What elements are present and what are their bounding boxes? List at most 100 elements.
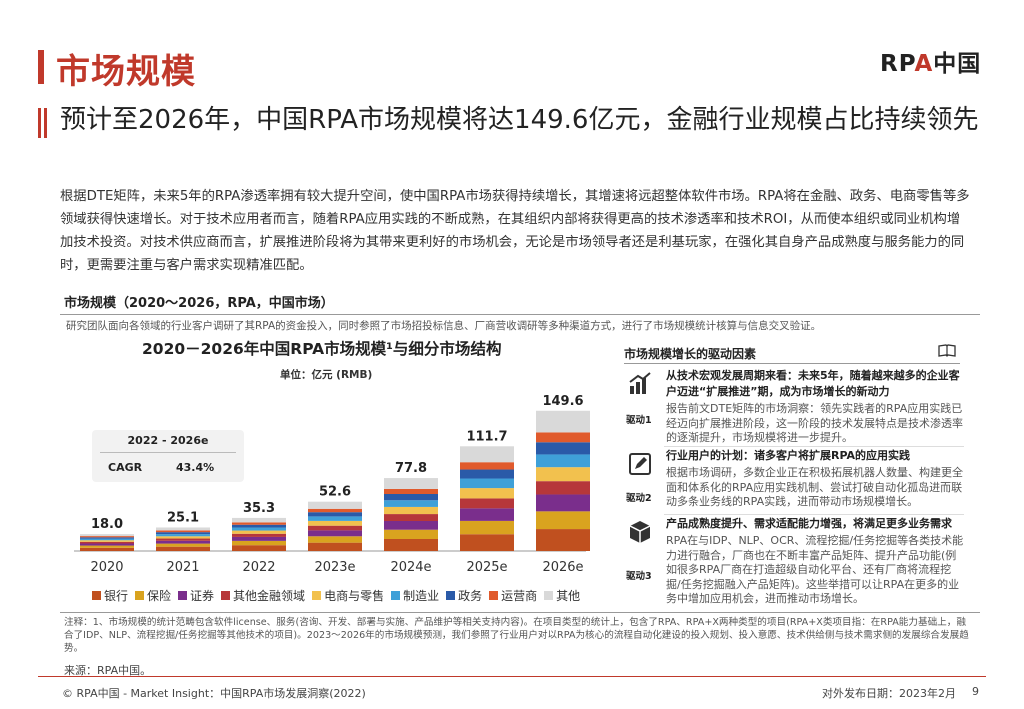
total-label-2023e: 52.6 [319, 485, 351, 500]
bar-segment-2020-3 [80, 541, 134, 544]
bar-segment-2021-1 [156, 543, 210, 547]
legend-label: 其他金融领域 [233, 589, 306, 603]
notes: 注释：1、市场规模的统计范畴包含软件license、服务(咨询、开发、部署与实施… [64, 617, 969, 654]
bar-segment-2025e-0 [460, 534, 514, 551]
driver-label: 驱动1 [626, 415, 652, 426]
driver-title: 行业用户的计划：诸多客户将扩展RPA的应用实践 [666, 449, 911, 462]
x-tick-2023e: 2023e [314, 560, 355, 575]
rpa-china-logo: RPA中国 [880, 44, 981, 78]
bar-segment-2025e-3 [460, 498, 514, 509]
legend-swatch [446, 591, 456, 600]
bar-segment-2022-5 [232, 527, 286, 531]
bar-segment-2023e-1 [308, 536, 362, 543]
notes-divider [60, 612, 980, 613]
market-size-chart: 18.0 2020 25.1 2021 35.3 2022 52.6 2023e 77.8 202… [74, 394, 590, 575]
bar-segment-2024e-3 [384, 514, 438, 521]
total-label-2024e: 77.8 [395, 461, 427, 476]
driver-separator [664, 446, 964, 447]
bar-segment-2024e-6 [384, 494, 438, 501]
bar-segment-2022-0 [232, 545, 286, 551]
bar-segment-2024e-4 [384, 506, 438, 515]
legend-item: 保险 [135, 587, 171, 604]
cagr-period: 2022 - 2026e [127, 434, 209, 447]
cagr-label: CAGR [108, 461, 143, 474]
bar-segment-2021-4 [156, 536, 210, 539]
legend-item: 政务 [446, 587, 482, 604]
total-label-2026e: 149.6 [542, 394, 583, 409]
drivers-divider [624, 363, 960, 364]
cagr-value: 43.4% [176, 461, 215, 474]
driver-body: 根据市场调研，多数企业正在积极拓展机器人数量、构建更全面和体系化的RPA应用实践… [666, 466, 963, 508]
bar-segment-2021-2 [156, 540, 210, 544]
total-label-2021: 25.1 [167, 510, 199, 525]
driver-label: 驱动3 [626, 571, 652, 582]
bar-segment-2022-7 [232, 522, 286, 525]
legend-item: 银行 [92, 587, 128, 604]
total-label-2020: 18.0 [91, 517, 123, 532]
total-label-2025e: 111.7 [466, 429, 507, 444]
chart-legend: 银行 保险 证券 其他金融领域 电商与零售 制造业 政务 运营商 其他 [92, 587, 580, 604]
bar-segment-2024e-1 [384, 529, 438, 539]
bar-segment-2026e-1 [536, 511, 590, 530]
pencil-icon [629, 453, 651, 475]
bar-segment-2026e-0 [536, 529, 590, 551]
bar-segment-2020-7 [80, 536, 134, 538]
page-title: 市场规模 [56, 52, 196, 92]
bar-segment-2021-3 [156, 538, 210, 541]
bar-segment-2025e-7 [460, 462, 514, 470]
bar-segment-2026e-5 [536, 454, 590, 468]
bar-segment-2020-6 [80, 537, 134, 539]
x-tick-2022: 2022 [242, 560, 275, 575]
drivers-heading: 市场规模增长的驱动因素 [624, 347, 757, 361]
bar-segment-2026e-4 [536, 467, 590, 482]
intro-paragraph: 根据DTE矩阵，未来5年的RPA渗透率拥有较大提升空间，使中国RPA市场获得持续… [60, 189, 970, 273]
x-tick-2020: 2020 [90, 560, 123, 575]
bar-segment-2026e-3 [536, 481, 590, 495]
logo-prefix: RP [880, 51, 915, 77]
bar-segment-2026e-6 [536, 442, 590, 455]
title-accent-bar [38, 50, 44, 84]
legend-label: 运营商 [501, 589, 538, 603]
bar-segment-2022-6 [232, 524, 286, 528]
bar-segment-2020-4 [80, 540, 134, 542]
x-tick-2021: 2021 [166, 560, 199, 575]
bar-segment-2020-8 [80, 534, 134, 537]
bar-segment-2026e-2 [536, 494, 590, 512]
driver-separator [664, 514, 964, 515]
legend-label: 保险 [147, 589, 172, 603]
trend-up-icon [629, 372, 651, 394]
legend-swatch [391, 591, 401, 600]
section-description: 研究团队面向各领域的行业客户调研了其RPA的资金投入，同时参照了市场招投标信息、… [66, 320, 822, 332]
bar-segment-2023e-6 [308, 512, 362, 517]
legend-swatch [312, 591, 322, 600]
book-icon [938, 344, 956, 357]
source: 来源：RPA中国。 [64, 664, 152, 677]
legend-label: 证券 [190, 589, 215, 603]
driver-label: 驱动2 [626, 493, 652, 504]
cagr-box [92, 430, 244, 482]
subtitle-accent-bar [38, 108, 41, 138]
bar-segment-2023e-0 [308, 542, 362, 551]
bar-segment-2025e-2 [460, 508, 514, 521]
bar-segment-2023e-8 [308, 501, 362, 509]
bar-segment-2022-1 [232, 540, 286, 546]
bar-segment-2024e-8 [384, 478, 438, 489]
bar-segment-2020-5 [80, 538, 134, 541]
legend-label: 其他 [556, 589, 581, 603]
driver-title: 产品成熟度提升、需求适配能力增强，将满足更多业务需求 [666, 517, 952, 530]
bar-segment-2020-0 [80, 547, 134, 551]
footer-copyright: © RPA中国 - Market Insight：中国RPA市场发展洞察(202… [62, 687, 366, 700]
release-date: 对外发布日期：2023年2月 [822, 687, 956, 700]
legend-swatch [544, 591, 554, 600]
bar-segment-2024e-5 [384, 500, 438, 507]
bar-segment-2023e-7 [308, 508, 362, 513]
legend-item: 证券 [178, 587, 214, 604]
logo-accent-letter: A [914, 51, 934, 77]
driver-item-3: 驱动3 产品成熟度提升、需求适配能力增强，将满足更多业务需求 RPA在与IDP、… [624, 516, 964, 608]
chart-title: 2020－2026年中国RPA市场规模¹与细分市场结构 [142, 340, 502, 358]
section-heading: 市场规模（2020～2026，RPA，中国市场） [64, 296, 334, 311]
driver-item-2: 驱动2 行业用户的计划：诸多客户将扩展RPA的应用实践 根据市场调研，多数企业正… [624, 448, 964, 515]
legend-swatch [135, 591, 145, 600]
page-number: 9 [972, 685, 979, 698]
bar-segment-2023e-3 [308, 525, 362, 531]
